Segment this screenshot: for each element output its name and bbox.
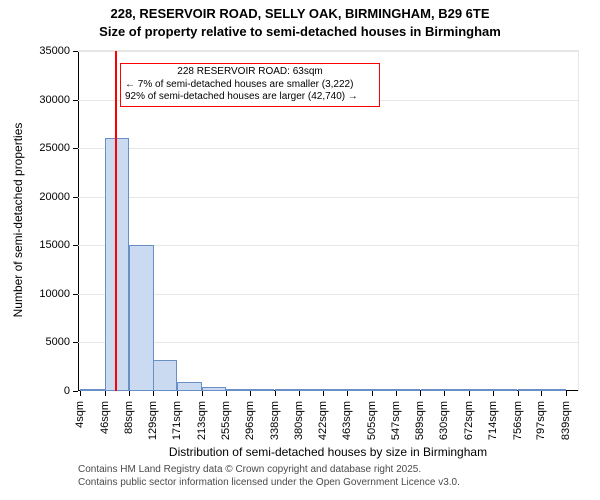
x-tick-mark [541,391,542,396]
y-tick-label: 20000 [39,191,78,203]
histogram-bar [444,389,468,391]
x-tick-mark [80,391,81,396]
x-tick-label: 171sqm [171,401,183,440]
annotation-line-2: ← 7% of semi-detached houses are smaller… [125,79,375,92]
histogram-bar [105,138,129,391]
histogram-bar [275,389,299,391]
x-tick-label: 380sqm [293,401,305,440]
x-tick-mark [105,391,106,396]
y-tick-label: 35000 [39,45,78,57]
histogram-bar [493,389,517,391]
x-tick-mark [275,391,276,396]
x-tick-mark [129,391,130,396]
chart-subtitle-line2: Size of property relative to semi-detach… [0,24,600,39]
x-tick-mark [566,391,567,396]
x-tick-mark [347,391,348,396]
x-tick-label: 213sqm [196,401,208,440]
x-tick-mark [250,391,251,396]
property-marker-line [115,51,117,391]
x-tick-mark [518,391,519,396]
x-tick-label: 547sqm [390,401,402,440]
x-tick-mark [444,391,445,396]
histogram-bar [250,389,274,391]
x-tick-label: 129sqm [147,401,159,440]
x-tick-label: 714sqm [487,401,499,440]
chart-footer: Contains HM Land Registry data © Crown c… [78,464,460,489]
annotation-line-1: 228 RESERVOIR ROAD: 63sqm [125,66,375,79]
chart-container: 228, RESERVOIR ROAD, SELLY OAK, BIRMINGH… [0,0,600,500]
x-tick-mark [153,391,154,396]
x-tick-label: 4sqm [74,401,86,428]
y-axis-line [78,51,79,391]
x-tick-mark [177,391,178,396]
y-axis-label: Number of semi-detached properties [11,123,25,318]
x-tick-mark [226,391,227,396]
y-tick-label: 25000 [39,142,78,154]
histogram-bar [202,387,226,391]
x-tick-mark [493,391,494,396]
y-tick-label: 15000 [39,239,78,251]
x-tick-mark [396,391,397,396]
histogram-bar [396,389,420,391]
histogram-bar [372,389,396,391]
x-tick-mark [323,391,324,396]
x-tick-label: 255sqm [220,401,232,440]
footer-line-2: Contains public sector information licen… [78,477,460,490]
plot-area: 050001000015000200002500030000350004sqm4… [78,50,579,391]
x-tick-mark [469,391,470,396]
x-tick-mark [299,391,300,396]
histogram-bar [518,389,542,391]
x-tick-label: 88sqm [123,401,135,434]
chart-title-line1: 228, RESERVOIR ROAD, SELLY OAK, BIRMINGH… [0,6,600,21]
x-tick-label: 46sqm [99,401,111,434]
histogram-bar [153,360,177,391]
x-tick-mark [372,391,373,396]
x-tick-label: 797sqm [535,401,547,440]
x-tick-label: 463sqm [341,401,353,440]
histogram-bar [421,389,445,391]
y-tick-label: 5000 [46,336,78,348]
x-tick-label: 422sqm [317,401,329,440]
x-tick-mark [202,391,203,396]
histogram-bar [323,389,347,391]
annotation-box: 228 RESERVOIR ROAD: 63sqm← 7% of semi-de… [120,63,380,107]
histogram-bar [129,245,153,391]
histogram-bar [541,389,565,391]
x-tick-mark [420,391,421,396]
gridline-h [78,51,578,52]
x-tick-label: 756sqm [512,401,524,440]
x-axis-label: Distribution of semi-detached houses by … [169,445,487,459]
y-tick-label: 30000 [39,94,78,106]
histogram-bar [469,389,493,391]
x-tick-label: 672sqm [463,401,475,440]
footer-line-1: Contains HM Land Registry data © Crown c… [78,464,460,477]
histogram-bar [177,382,201,391]
gridline-h [78,197,578,198]
y-tick-label: 10000 [39,288,78,300]
x-tick-label: 296sqm [244,401,256,440]
histogram-bar [80,389,104,391]
x-tick-label: 505sqm [366,401,378,440]
gridline-h [78,148,578,149]
x-tick-label: 338sqm [269,401,281,440]
x-tick-label: 839sqm [560,401,572,440]
histogram-bar [226,389,250,391]
histogram-bar [347,389,371,391]
annotation-line-3: 92% of semi-detached houses are larger (… [125,91,375,104]
x-tick-label: 589sqm [414,401,426,440]
y-tick-label: 0 [64,385,78,397]
histogram-bar [299,389,323,391]
x-tick-label: 630sqm [438,401,450,440]
